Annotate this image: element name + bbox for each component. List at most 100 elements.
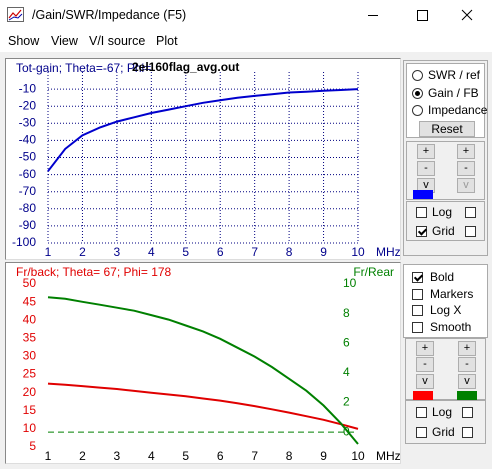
- x-tick-label: 9: [320, 245, 327, 259]
- x-tick-label: 5: [182, 449, 189, 463]
- y-tick-label: 10: [23, 421, 37, 435]
- radio-label[interactable]: SWR / ref: [428, 68, 481, 82]
- button[interactable]: -: [416, 357, 434, 372]
- scale-buttons: + + - - v v: [406, 141, 485, 200]
- y-tick-label: -20: [19, 98, 37, 112]
- x-tick-label: 6: [217, 449, 224, 463]
- button[interactable]: +: [458, 341, 476, 356]
- y2-tick-label: 10: [343, 276, 357, 290]
- radio-label[interactable]: Gain / FB: [428, 86, 479, 100]
- x-tick-label: 4: [148, 449, 155, 463]
- gain-controls: SWR / ref Gain / FB Impedance Reset + + …: [403, 60, 488, 256]
- checkbox-label[interactable]: Smooth: [430, 320, 472, 334]
- button[interactable]: v: [416, 374, 434, 389]
- button[interactable]: +: [417, 144, 435, 159]
- y-tick-label: -60: [19, 167, 37, 181]
- reset-button[interactable]: Reset: [419, 121, 475, 137]
- button[interactable]: -: [458, 357, 476, 372]
- checkbox-label[interactable]: Log X: [430, 303, 462, 317]
- checkbox[interactable]: [412, 322, 423, 333]
- y2-axis-label: Fr/Rear: [353, 265, 394, 279]
- scale-buttons: + + - - v v: [405, 338, 486, 400]
- radio[interactable]: [412, 88, 423, 99]
- axis-options: Log Grid: [406, 201, 485, 241]
- window-title: /Gain/SWR/Impedance (F5): [32, 8, 187, 22]
- checkbox[interactable]: [412, 305, 423, 316]
- x-tick-label: 10: [351, 245, 365, 259]
- display-options: Bold Markers Log X Smooth: [403, 264, 488, 338]
- checkbox[interactable]: [412, 289, 423, 300]
- button[interactable]: v: [458, 374, 476, 389]
- button[interactable]: v: [457, 178, 475, 193]
- window-buttons[interactable]: [350, 0, 492, 30]
- checkbox-label[interactable]: Markers: [430, 287, 474, 301]
- data-line: [47, 88, 359, 172]
- menu-item[interactable]: View: [51, 34, 78, 48]
- checkbox[interactable]: [462, 427, 473, 438]
- color-swatch[interactable]: [457, 391, 477, 400]
- button[interactable]: -: [417, 161, 435, 176]
- checkbox[interactable]: [416, 207, 427, 218]
- menu-item[interactable]: Show: [8, 34, 40, 48]
- y-tick-label: 30: [23, 349, 37, 363]
- button[interactable]: -: [457, 161, 475, 176]
- gain-chart: 1 2 3 4 5 6 7 8 9 10 MHz -10 -20 -30 -40 -50 -60 -70 -80 -9…: [5, 58, 401, 260]
- y2-tick-label: 4: [343, 365, 350, 379]
- checkbox[interactable]: [416, 407, 427, 418]
- color-swatch[interactable]: [413, 190, 433, 199]
- x-tick-label: 7: [251, 245, 258, 259]
- x-tick-label: 2: [79, 245, 86, 259]
- checkbox[interactable]: [465, 207, 476, 218]
- y-tick-label: -90: [19, 218, 37, 232]
- menu-item[interactable]: V/I source: [89, 34, 146, 48]
- file-name: 2el160flag_avg.out: [132, 60, 239, 74]
- y-tick-label: 5: [29, 439, 36, 453]
- checkbox[interactable]: [462, 407, 473, 418]
- y2-tick-label: 6: [343, 335, 350, 349]
- y-tick-label: -10: [19, 81, 37, 95]
- y-tick-label: 35: [23, 331, 37, 345]
- menu-item[interactable]: Plot: [156, 34, 178, 48]
- data-line: [47, 382, 359, 430]
- checkbox[interactable]: [465, 226, 476, 237]
- x-tick-label: 9: [320, 449, 327, 463]
- checkbox-label[interactable]: Log: [432, 205, 453, 219]
- y-tick-label: 20: [23, 385, 37, 399]
- checkbox[interactable]: [416, 226, 427, 237]
- button[interactable]: +: [416, 341, 434, 356]
- x-tick-label: 1: [45, 245, 52, 259]
- checkbox[interactable]: [412, 272, 423, 283]
- radio[interactable]: [412, 70, 423, 81]
- x-tick-label: 5: [182, 245, 189, 259]
- y-tick-label: -50: [19, 150, 37, 164]
- y2-tick-label: 8: [343, 306, 350, 320]
- button[interactable]: +: [457, 144, 475, 159]
- y-tick-label: -30: [19, 115, 37, 129]
- y-tick-label: 40: [23, 312, 37, 326]
- checkbox-label[interactable]: Grid: [432, 224, 455, 238]
- radio[interactable]: [412, 105, 423, 116]
- app-icon: [7, 7, 24, 22]
- checkbox-label[interactable]: Grid: [432, 425, 455, 439]
- data-line: [47, 296, 359, 445]
- x-tick-label: 2: [79, 449, 86, 463]
- color-swatch[interactable]: [413, 391, 433, 400]
- axis-options: Log Grid: [405, 400, 486, 444]
- menu-bar: Show View V/I source Plot: [0, 30, 492, 52]
- y-tick-label: 25: [23, 367, 37, 381]
- maximize[interactable]: [417, 10, 428, 21]
- checkbox-label[interactable]: Log: [432, 405, 453, 419]
- y-tick-label: -40: [19, 133, 37, 147]
- close[interactable]: [461, 9, 473, 21]
- x-tick-label: 8: [286, 449, 293, 463]
- radio-label[interactable]: Impedance: [428, 103, 488, 117]
- chart-title: Tot-gain; Theta=-67; Phi=: [16, 61, 151, 75]
- x-tick-label: 3: [114, 449, 121, 463]
- x-tick-label: 1: [45, 449, 52, 463]
- fb-chart: 1 2 3 4 5 6 7 8 9 10 MHz50454035302520151051086420…: [5, 262, 401, 464]
- x-tick-label: 3: [114, 245, 121, 259]
- checkbox-label[interactable]: Bold: [430, 270, 455, 284]
- checkbox[interactable]: [416, 427, 427, 438]
- y-tick-label: -100: [12, 235, 36, 249]
